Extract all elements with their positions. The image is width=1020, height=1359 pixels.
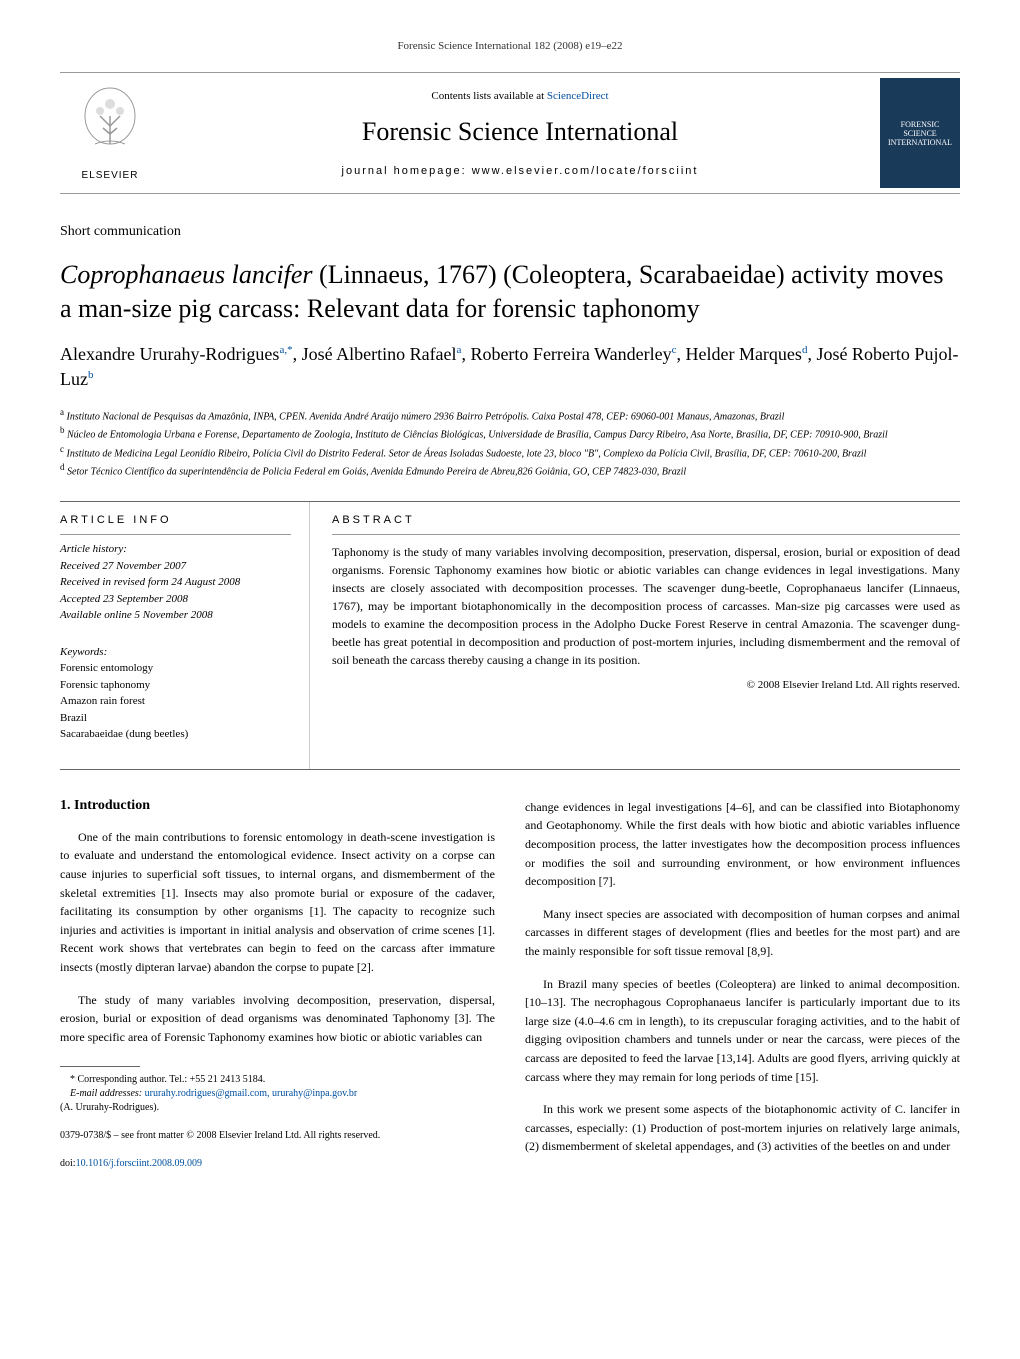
body-columns: 1. Introduction One of the main contribu… (60, 798, 960, 1172)
keyword-1: Forensic entomology (60, 660, 291, 677)
section-heading-introduction: 1. Introduction (60, 798, 495, 814)
journal-cover-thumbnail: FORENSIC SCIENCE INTERNATIONAL (880, 78, 960, 188)
affiliation-d: d Setor Técnico Científico da superinten… (60, 461, 960, 479)
email-attribution: (A. Ururahy-Rodrigues). (60, 1101, 495, 1115)
keyword-3: Amazon rain forest (60, 693, 291, 710)
footnote-separator (60, 1066, 140, 1067)
article-history-block: Article history: Received 27 November 20… (60, 534, 291, 624)
history-line-2: Received in revised form 24 August 2008 (60, 574, 291, 591)
affiliation-b: b Núcleo de Entomologia Urbana e Forense… (60, 424, 960, 442)
journal-header-center: Contents lists available at ScienceDirec… (160, 75, 880, 192)
contents-available-line: Contents lists available at ScienceDirec… (160, 90, 880, 102)
article-type: Short communication (60, 224, 960, 240)
author-2: José Albertino Rafaela (302, 344, 462, 364)
body-para-left-1: One of the main contributions to forensi… (60, 828, 495, 977)
doi-line: doi:10.1016/j.forsciint.2008.09.009 (60, 1157, 495, 1171)
author-1: Alexandre Ururahy-Rodriguesa,* (60, 344, 293, 364)
abstract-copyright: © 2008 Elsevier Ireland Ltd. All rights … (332, 679, 960, 691)
body-para-right-3: In Brazil many species of beetles (Coleo… (525, 975, 960, 1087)
authors-line: Alexandre Ururahy-Rodriguesa,*, José Alb… (60, 342, 960, 392)
journal-header-line: Forensic Science International 182 (2008… (60, 40, 960, 52)
info-abstract-row: ARTICLE INFO Article history: Received 2… (60, 501, 960, 770)
keyword-2: Forensic taphonomy (60, 677, 291, 694)
body-para-right-1: change evidences in legal investigations… (525, 798, 960, 891)
author-3: Roberto Ferreira Wanderleyc (470, 344, 676, 364)
keywords-label: Keywords: (60, 644, 291, 661)
email-link[interactable]: ururahy.rodrigues@gmail.com, ururahy@inp… (145, 1088, 358, 1099)
history-line-3: Accepted 23 September 2008 (60, 591, 291, 608)
elsevier-label: ELSEVIER (82, 170, 139, 181)
corresponding-author-footnote: * Corresponding author. Tel.: +55 21 241… (60, 1073, 495, 1087)
affiliations: a Instituto Nacional de Pesquisas da Ama… (60, 406, 960, 479)
history-label: Article history: (60, 541, 291, 558)
elsevier-logo: ELSEVIER (60, 73, 160, 193)
affiliation-a: a Instituto Nacional de Pesquisas da Ama… (60, 406, 960, 424)
keyword-4: Brazil (60, 710, 291, 727)
email-label: E-mail addresses: (70, 1088, 145, 1099)
body-left-column: 1. Introduction One of the main contribu… (60, 798, 495, 1172)
body-para-right-2: Many insect species are associated with … (525, 905, 960, 961)
journal-header: ELSEVIER Contents lists available at Sci… (60, 72, 960, 194)
keyword-5: Sacarabaeidae (dung beetles) (60, 726, 291, 743)
keywords-block: Keywords: Forensic entomology Forensic t… (60, 638, 291, 743)
journal-homepage: journal homepage: www.elsevier.com/locat… (160, 165, 880, 177)
abstract-text: Taphonomy is the study of many variables… (332, 534, 960, 669)
abstract-column: ABSTRACT Taphonomy is the study of many … (310, 502, 960, 769)
issn-line: 0379-0738/$ – see front matter © 2008 El… (60, 1129, 495, 1143)
history-line-1: Received 27 November 2007 (60, 558, 291, 575)
journal-title: Forensic Science International (160, 117, 880, 147)
affiliation-c: c Instituto de Medicina Legal Leonídio R… (60, 443, 960, 461)
article-title-species: Coprophanaeus lancifer (60, 260, 313, 289)
doi-label: doi: (60, 1158, 76, 1169)
author-4: Helder Marquesd (685, 344, 807, 364)
body-para-left-2: The study of many variables involving de… (60, 991, 495, 1047)
sciencedirect-link[interactable]: ScienceDirect (547, 90, 609, 102)
elsevier-tree-icon (75, 86, 145, 166)
abstract-label: ABSTRACT (332, 514, 960, 526)
keywords-list: Forensic entomology Forensic taphonomy A… (60, 660, 291, 743)
email-footnote: E-mail addresses: ururahy.rodrigues@gmai… (60, 1087, 495, 1101)
contents-text: Contents lists available at (431, 90, 546, 102)
article-info-label: ARTICLE INFO (60, 514, 291, 526)
body-para-right-4: In this work we present some aspects of … (525, 1100, 960, 1156)
doi-link[interactable]: 10.1016/j.forsciint.2008.09.009 (76, 1158, 202, 1169)
body-right-column: change evidences in legal investigations… (525, 798, 960, 1172)
article-title: Coprophanaeus lancifer (Linnaeus, 1767) … (60, 258, 960, 326)
journal-cover-text: FORENSIC SCIENCE INTERNATIONAL (880, 115, 960, 152)
history-line-4: Available online 5 November 2008 (60, 607, 291, 624)
article-info-column: ARTICLE INFO Article history: Received 2… (60, 502, 310, 769)
